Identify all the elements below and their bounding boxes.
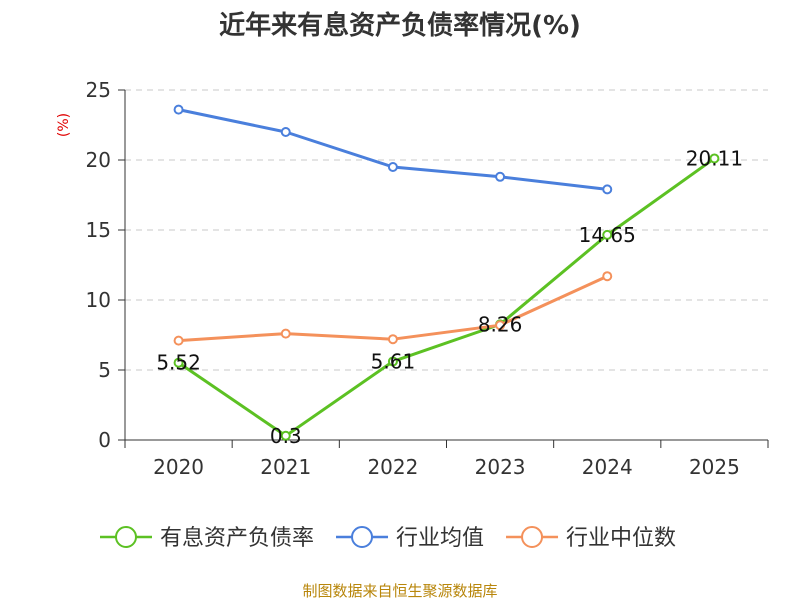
legend-label: 行业均值 [396, 526, 484, 551]
x-tick-label: 2020 [153, 455, 204, 479]
y-tick-label: 25 [86, 78, 111, 102]
data-label: 14.65 [579, 223, 636, 247]
x-tick-label: 2024 [582, 455, 633, 479]
data-point [602, 271, 613, 282]
legend-swatch-marker [115, 526, 137, 548]
source-note: 制图数据来自恒生聚源数据库 [302, 582, 497, 600]
legend: 有息资产负债率 行业均值 行业中位数 [100, 526, 676, 551]
y-tick-label: 20 [86, 148, 111, 172]
legend-swatch-marker [351, 526, 374, 548]
data-point [173, 104, 184, 115]
data-point [602, 184, 613, 195]
series-lines [173, 104, 720, 441]
x-tick-label: 2025 [689, 455, 740, 479]
x-tick-label: 2021 [260, 455, 311, 479]
legend-item[interactable]: 有息资产负债率 [100, 526, 314, 551]
data-point [387, 162, 398, 172]
x-tick-label: 2022 [367, 455, 418, 479]
data-point [173, 335, 184, 346]
data-labels: 5.52 0.3 5.61 8.26 14.65 20.11 [156, 146, 743, 447]
legend-label: 有息资产负债率 [160, 526, 314, 551]
data-point [387, 334, 398, 345]
chart-title: 近年来有息资产负债率情况(%) [219, 10, 581, 41]
y-tick-label: 15 [86, 218, 111, 242]
y-tick-label: 0 [98, 428, 111, 452]
legend-swatch-marker [521, 526, 544, 548]
data-point [280, 430, 291, 441]
x-tick-label: 2023 [475, 455, 526, 479]
gridlines [125, 89, 768, 371]
legend-item[interactable]: 行业中位数 [506, 526, 676, 551]
data-point [280, 127, 291, 137]
series-line [178, 274, 608, 343]
data-point [495, 171, 506, 182]
data-point [173, 357, 184, 368]
data-label: 0.3 [270, 424, 302, 448]
data-point [387, 356, 398, 367]
series-line [177, 157, 716, 438]
data-point [495, 320, 506, 331]
data-label: 8.26 [478, 312, 523, 336]
series-line [178, 108, 608, 191]
legend-label: 行业中位数 [566, 526, 676, 551]
data-label: 20.11 [686, 146, 743, 170]
data-point [602, 229, 613, 240]
y-tick-label: 10 [86, 288, 111, 312]
legend-item[interactable]: 行业均值 [336, 526, 484, 551]
data-point [709, 153, 720, 164]
data-label: 5.52 [156, 351, 201, 375]
data-point [280, 328, 291, 339]
y-axis-unit-label: (%) [56, 113, 72, 137]
y-tick-label: 5 [98, 358, 111, 382]
data-label: 5.61 [371, 349, 416, 373]
